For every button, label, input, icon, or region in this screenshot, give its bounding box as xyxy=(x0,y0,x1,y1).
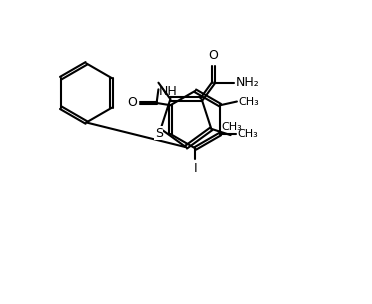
Text: O: O xyxy=(209,49,218,62)
Text: NH: NH xyxy=(159,85,178,98)
Text: O: O xyxy=(127,96,137,109)
Text: CH₃: CH₃ xyxy=(221,122,242,132)
Text: S: S xyxy=(155,127,163,140)
Text: CH₃: CH₃ xyxy=(239,96,260,106)
Text: CH₃: CH₃ xyxy=(238,129,259,139)
Text: I: I xyxy=(193,162,197,175)
Text: NH₂: NH₂ xyxy=(236,76,259,89)
